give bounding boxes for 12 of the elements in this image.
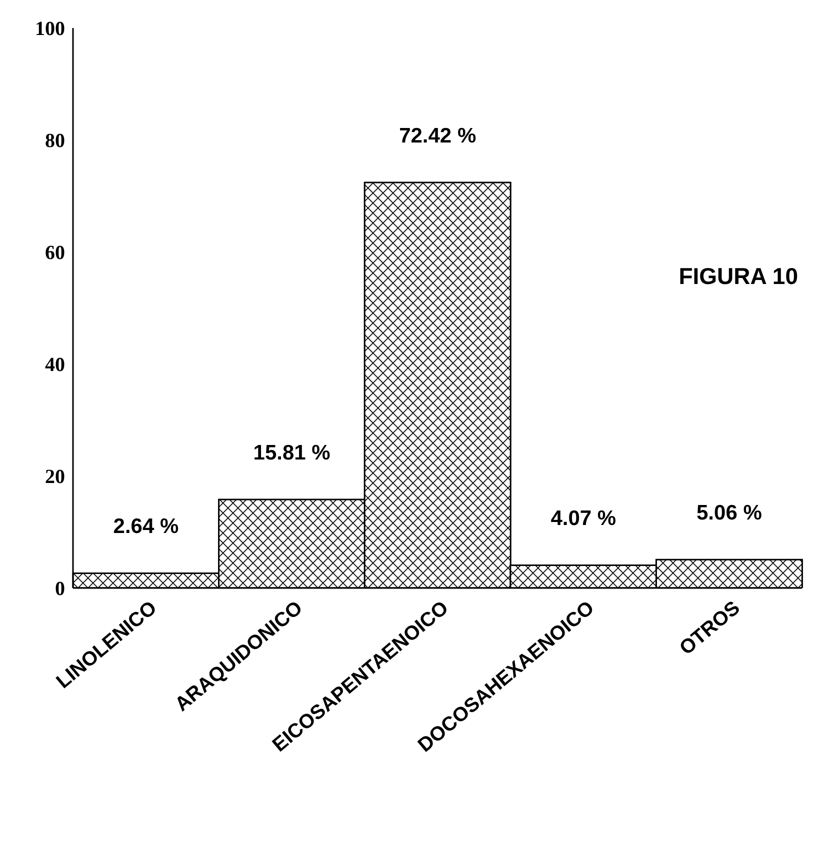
data-label: 5.06 % [696,502,762,525]
data-label: 72.42 % [399,124,476,148]
y-tick-label: 60 [45,242,65,264]
data-label: 15.81 % [253,441,331,464]
y-tick-label: 40 [45,354,65,376]
y-tick-label: 0 [55,578,65,600]
data-label: 4.07 % [550,507,616,530]
y-tick-label: 100 [35,18,65,40]
annotation: FIGURA 10 [678,263,798,290]
data-label: 2.64 % [113,515,180,538]
y-tick-label: 20 [45,466,65,488]
y-tick-label: 80 [45,130,65,152]
